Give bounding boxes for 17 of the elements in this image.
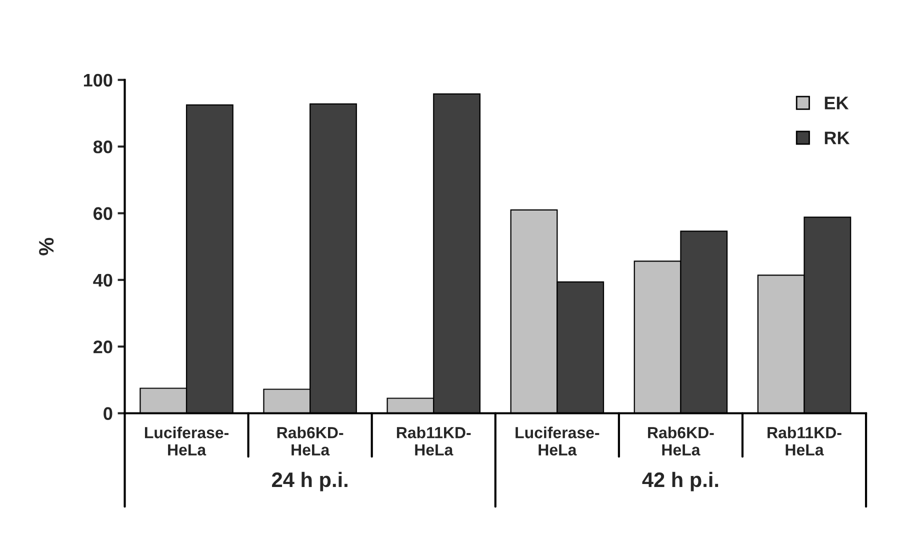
x-tick-label: Rab11KD- HeLa <box>396 426 471 456</box>
x-tick-label: Luciferase- HeLa <box>144 426 228 456</box>
y-tick-label: 80 <box>93 140 112 154</box>
x-tick-label: Rab6KD- HeLa <box>277 426 344 456</box>
legend-label: EK <box>824 96 849 110</box>
y-tick-label: 40 <box>93 274 112 287</box>
y-tick-label: 20 <box>93 340 112 354</box>
text: 24 h p.i. <box>272 472 348 492</box>
legend-label: RK <box>824 132 850 144</box>
y-tick-label: 60 <box>94 207 112 220</box>
x-tick-label: Rab11KD- HeLa <box>768 426 842 456</box>
x-tick-label: Rab6KD- HeLa <box>648 426 714 456</box>
y-axis-title: % <box>39 238 54 256</box>
x-tick-label: Luciferase- HeLa <box>516 426 600 456</box>
y-tick-label: 0 <box>104 407 112 420</box>
y-tick-label: 100 <box>84 74 112 87</box>
text: 42 h p.i. <box>642 472 718 492</box>
